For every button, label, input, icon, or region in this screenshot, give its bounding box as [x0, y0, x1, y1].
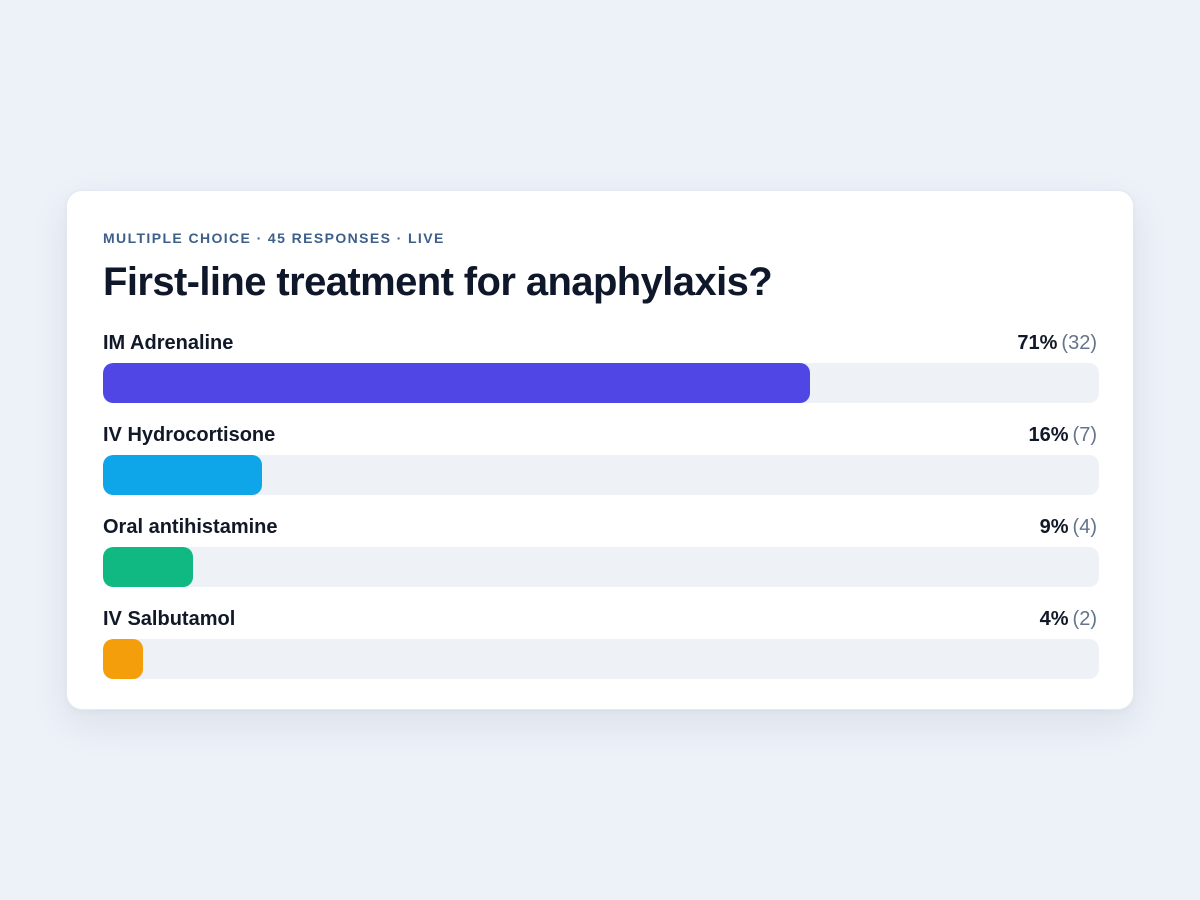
option-stat: 71% (32) — [1017, 329, 1097, 357]
option-bar-track — [103, 363, 1099, 403]
option-stat: 9% (4) — [1040, 513, 1097, 541]
option-label: IV Salbutamol — [103, 608, 236, 630]
option-bar-fill — [103, 363, 811, 403]
option-bar-track — [103, 547, 1099, 587]
poll-option-oral-antihistamine[interactable]: Oral antihistamine 9% (4) — [103, 513, 1099, 605]
poll-option-im-adrenaline[interactable]: IM Adrenaline 71% (32) — [103, 329, 1099, 421]
option-label: Oral antihistamine — [103, 516, 278, 538]
option-percent: 9% — [1039, 516, 1069, 538]
poll-card: MULTIPLE CHOICE · 45 RESPONSES · LIVE Fi… — [66, 190, 1134, 710]
option-count: (32) — [1061, 332, 1097, 354]
option-label: IM Adrenaline — [103, 332, 234, 354]
option-percent: 16% — [1028, 424, 1069, 446]
poll-meta: MULTIPLE CHOICE · 45 RESPONSES · LIVE — [103, 230, 445, 246]
poll-options: IM Adrenaline 71% (32) IV Hydrocortisone … — [103, 329, 1099, 697]
option-bar-fill — [103, 547, 193, 587]
option-stat: 4% (2) — [1040, 605, 1097, 633]
option-count: (2) — [1072, 608, 1097, 630]
option-bar-track — [103, 639, 1099, 679]
option-count: (4) — [1072, 516, 1097, 538]
option-bar-track — [103, 455, 1099, 495]
option-bar-fill — [103, 455, 263, 495]
option-percent: 4% — [1039, 608, 1069, 630]
option-bar-fill — [103, 639, 143, 679]
option-count: (7) — [1072, 424, 1097, 446]
poll-question: First-line treatment for anaphylaxis? — [103, 260, 773, 304]
option-percent: 71% — [1017, 332, 1058, 354]
option-stat: 16% (7) — [1029, 421, 1097, 449]
poll-option-iv-hydrocortisone[interactable]: IV Hydrocortisone 16% (7) — [103, 421, 1099, 513]
poll-option-iv-salbutamol[interactable]: IV Salbutamol 4% (2) — [103, 605, 1099, 697]
option-label: IV Hydrocortisone — [103, 424, 276, 446]
